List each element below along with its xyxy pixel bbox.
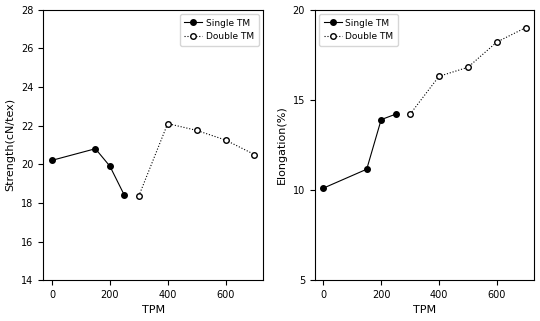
Single TM [393, 112, 399, 116]
Double TM [407, 112, 413, 116]
Single TM [378, 118, 384, 122]
Double TM [523, 26, 529, 30]
X-axis label: TPM: TPM [413, 306, 436, 316]
Legend: Single TM, Double TM: Single TM, Double TM [180, 14, 259, 46]
Single TM [49, 158, 55, 162]
Legend: Single TM, Double TM: Single TM, Double TM [319, 14, 398, 46]
Single TM [363, 167, 370, 171]
Y-axis label: Strength(cN/tex): Strength(cN/tex) [5, 98, 16, 191]
Double TM [193, 128, 200, 132]
Single TM [320, 186, 327, 190]
Line: Double TM: Double TM [407, 25, 529, 117]
Double TM [436, 74, 442, 78]
Double TM [222, 138, 229, 142]
Double TM [165, 122, 171, 126]
Double TM [465, 65, 471, 69]
Y-axis label: Elongation(%): Elongation(%) [277, 106, 287, 184]
Line: Single TM: Single TM [49, 146, 127, 198]
Line: Double TM: Double TM [136, 121, 257, 199]
Single TM [92, 147, 99, 151]
Single TM [121, 193, 127, 197]
Double TM [494, 40, 500, 44]
X-axis label: TPM: TPM [141, 306, 165, 316]
Line: Single TM: Single TM [321, 111, 399, 191]
Double TM [136, 194, 142, 198]
Single TM [106, 164, 113, 168]
Double TM [251, 152, 258, 156]
